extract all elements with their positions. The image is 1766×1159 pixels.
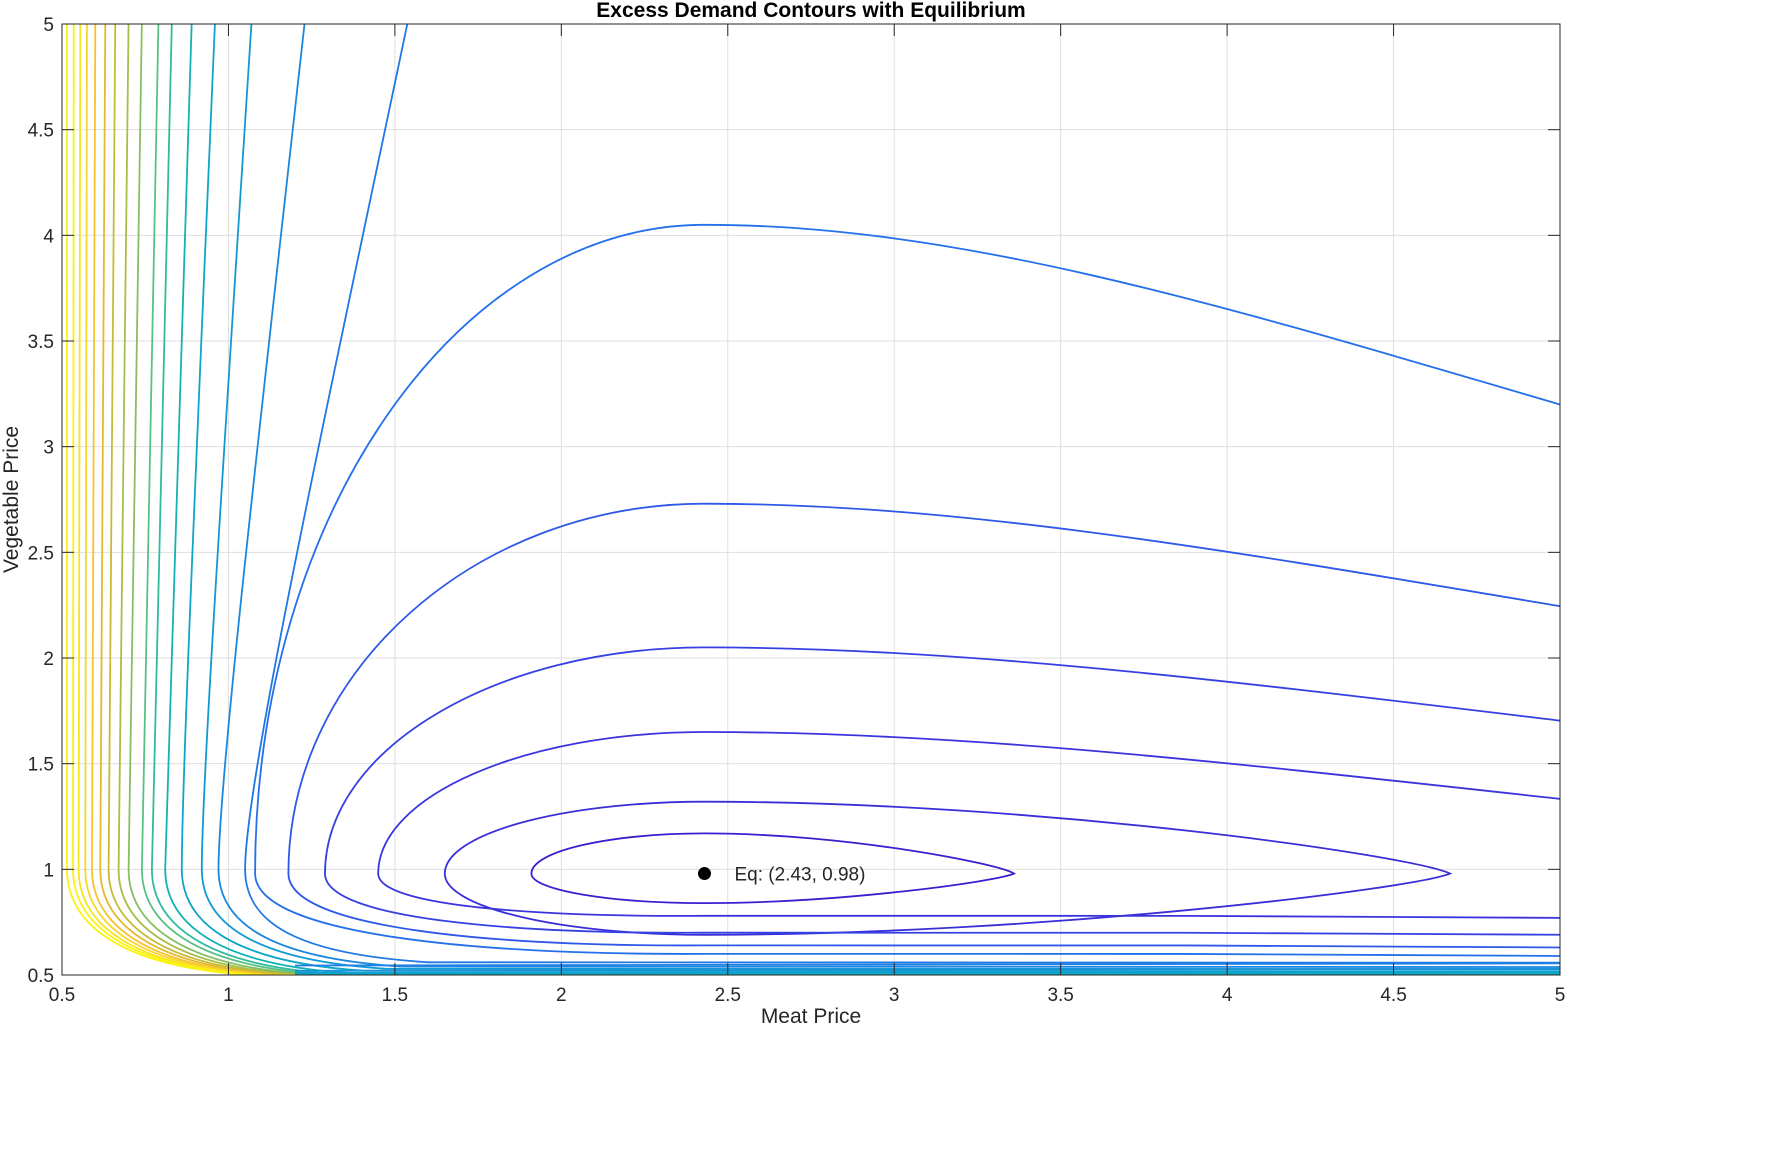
y-tick-label: 0.5 <box>28 966 54 987</box>
contour-line <box>117 24 1560 975</box>
contour-line <box>294 967 1560 972</box>
contour-line <box>324 646 1560 936</box>
x-tick-label: 3 <box>889 985 900 1006</box>
contour-line <box>140 24 1560 975</box>
contour-line <box>254 223 1560 957</box>
y-tick-label: 5 <box>43 15 54 36</box>
contour-line <box>127 24 1560 975</box>
contour-line <box>150 24 1560 975</box>
y-tick-label: 1.5 <box>28 755 54 776</box>
contour-lines <box>66 24 1560 975</box>
x-tick-label: 4 <box>1222 985 1233 1006</box>
y-axis-title: Vegetable Price <box>0 426 23 573</box>
contour-line <box>287 502 1560 949</box>
contour-line <box>107 24 1560 975</box>
annotations: Eq: (2.43, 0.98) <box>697 865 865 886</box>
contour-line <box>217 24 1560 968</box>
contour-line <box>200 24 1560 970</box>
y-tick-label: 2 <box>43 649 54 670</box>
y-tick-label: 2.5 <box>28 543 54 564</box>
x-tick-label: 4.5 <box>1380 985 1406 1006</box>
y-tick-label: 4.5 <box>28 121 54 142</box>
x-tick-label: 1 <box>223 985 234 1006</box>
chart-title: Excess Demand Contours with Equilibrium <box>596 0 1025 22</box>
tick-labels: 0.5 1 1.5 2 2.5 3 3.5 4 4.5 5 0.5 1 1.5 2 2.5 3 3.5 4 4.5 5 <box>28 15 1566 1006</box>
x-tick-label: 5 <box>1555 985 1566 1006</box>
contour-line <box>84 24 1560 975</box>
contour-line <box>72 24 1560 975</box>
y-tick-label: 3.5 <box>28 332 54 353</box>
x-tick-label: 0.5 <box>49 985 75 1006</box>
equilibrium-label: Eq: (2.43, 0.98) <box>734 865 865 886</box>
y-tick-label: 4 <box>43 226 54 247</box>
contour-line <box>99 24 1560 975</box>
x-tick-label: 2.5 <box>715 985 741 1006</box>
contour-line <box>294 962 1560 967</box>
contour-line <box>91 24 1560 975</box>
contour-line <box>66 24 1560 975</box>
contour-line <box>77 24 1560 975</box>
contour-line <box>180 24 1560 973</box>
y-tick-label: 3 <box>43 438 54 459</box>
x-tick-label: 1.5 <box>382 985 408 1006</box>
contour-line <box>530 832 1016 905</box>
x-axis-title: Meat Price <box>761 1005 861 1028</box>
grid <box>61 23 1561 976</box>
contour-line <box>164 24 1560 975</box>
contour-line <box>244 24 1560 964</box>
axes <box>61 23 1561 976</box>
contour-line <box>294 970 1560 974</box>
x-tick-label: 3.5 <box>1047 985 1073 1006</box>
plot-box <box>61 23 1561 976</box>
contour-line <box>377 731 1560 919</box>
equilibrium-marker <box>697 867 711 881</box>
contour-line <box>294 972 1560 975</box>
y-tick-label: 1 <box>43 860 54 881</box>
x-tick-label: 2 <box>556 985 567 1006</box>
